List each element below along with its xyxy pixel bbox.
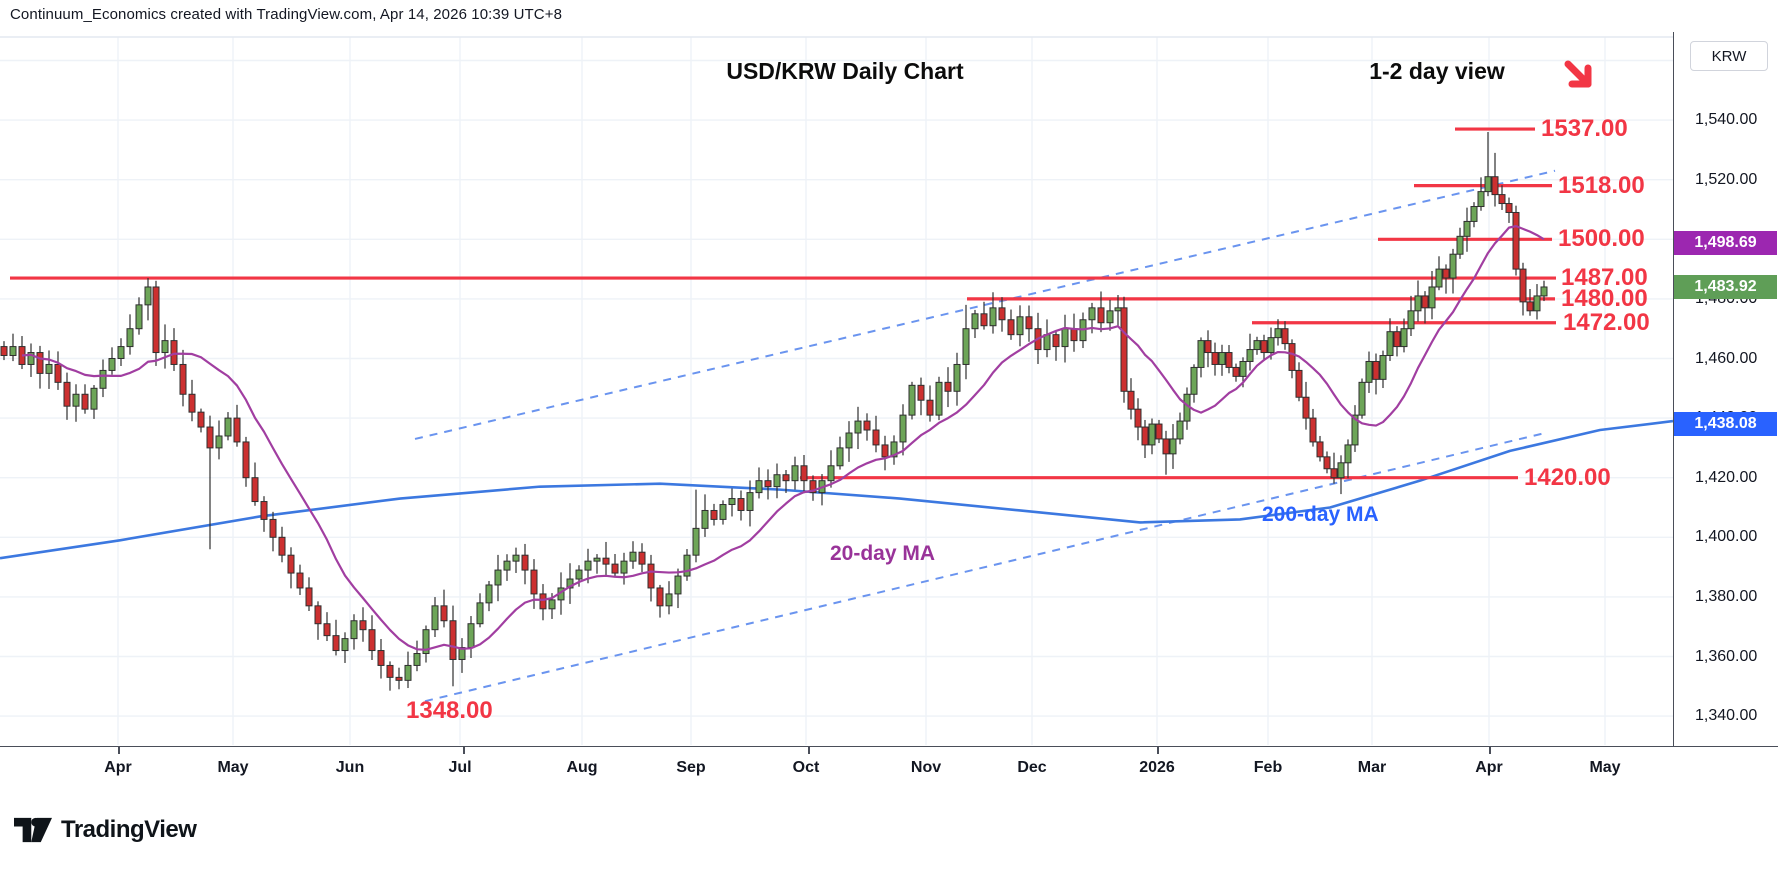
time-label-Feb: Feb xyxy=(1253,759,1283,776)
tradingview-logo-icon xyxy=(14,817,52,843)
time-axis-tick xyxy=(463,747,465,754)
time-label-May: May xyxy=(1589,759,1621,776)
support-level-label: 1348.00 xyxy=(406,697,493,724)
candles xyxy=(0,132,1548,691)
tradingview-brand[interactable]: TradingView xyxy=(14,814,197,846)
time-label-2026: 2026 xyxy=(1139,759,1175,776)
time-label-Mar: Mar xyxy=(1357,759,1387,776)
time-axis-tick xyxy=(118,747,120,754)
chart-plot[interactable]: USD/KRW Daily Chart 1-2 day view 20-day … xyxy=(0,32,1673,746)
view-horizon-note: 1-2 day view xyxy=(1369,58,1505,84)
time-axis[interactable]: Apr May Jun Jul Aug Sep Oct Nov Dec 2026 Feb Mar Apr… xyxy=(0,746,1778,786)
time-label-Jul: Jul xyxy=(448,759,472,776)
time-axis-tick xyxy=(808,747,810,754)
level-label-1487.00: 1487.00 xyxy=(1561,264,1648,292)
price-tick: 1,360.00 xyxy=(1695,647,1758,665)
price-tick: 1,540.00 xyxy=(1695,111,1758,129)
level-label-1537.00: 1537.00 xyxy=(1541,115,1628,143)
ma20-value-badge: 1,498.69 xyxy=(1674,231,1777,256)
level-label-1480.00: 1480.00 xyxy=(1561,284,1648,312)
time-label-Aug: Aug xyxy=(566,759,598,776)
ma200-value-badge: 1,438.08 xyxy=(1674,411,1777,436)
footer-bar: TradingView xyxy=(0,786,1778,871)
brand-text: TradingView xyxy=(61,816,197,843)
currency-button[interactable]: KRW xyxy=(1690,41,1768,71)
time-label-Sep: Sep xyxy=(676,759,706,776)
ma20-line xyxy=(21,225,1545,651)
time-label-Oct: Oct xyxy=(792,759,820,776)
chart-title: USD/KRW Daily Chart xyxy=(726,58,964,84)
price-tick: 1,420.00 xyxy=(1695,468,1758,486)
time-label-May: May xyxy=(217,759,249,776)
price-axis[interactable]: KRW 1,540.001,520.001,500.001,480.001,46… xyxy=(1673,32,1778,746)
level-label-1420.00: 1420.00 xyxy=(1524,463,1611,491)
time-axis-tick xyxy=(1157,747,1159,754)
down-right-arrow-icon xyxy=(1564,60,1592,88)
level-label-1518.00: 1518.00 xyxy=(1558,171,1645,199)
candlestick-canvas[interactable] xyxy=(0,32,1673,746)
time-label-Dec: Dec xyxy=(1017,759,1047,776)
credit-text: Continuum_Economics created with Trading… xyxy=(10,6,563,23)
time-label-Jun: Jun xyxy=(335,759,365,776)
price-tick: 1,520.00 xyxy=(1695,170,1758,188)
price-tick: 1,380.00 xyxy=(1695,587,1758,605)
time-axis-tick xyxy=(1489,747,1491,754)
ma200-line xyxy=(0,419,1673,560)
time-label-Nov: Nov xyxy=(910,759,942,776)
trend-channel-lines xyxy=(414,169,1556,703)
ma20-label: 20-day MA xyxy=(830,542,936,565)
level-label-1500.00: 1500.00 xyxy=(1558,225,1645,253)
support-resistance-lines xyxy=(10,127,1556,480)
time-label-Apr: Apr xyxy=(104,759,132,776)
time-label-Apr: Apr xyxy=(1475,759,1503,776)
price-tick: 1,340.00 xyxy=(1695,707,1758,725)
gridlines xyxy=(0,36,1673,745)
level-label-1472.00: 1472.00 xyxy=(1563,308,1650,336)
ma200-label: 200-day MA xyxy=(1262,503,1379,526)
last-price-badge: 1,483.92 xyxy=(1674,275,1777,300)
price-tick: 1,400.00 xyxy=(1695,528,1758,546)
price-tick: 1,460.00 xyxy=(1695,349,1758,367)
